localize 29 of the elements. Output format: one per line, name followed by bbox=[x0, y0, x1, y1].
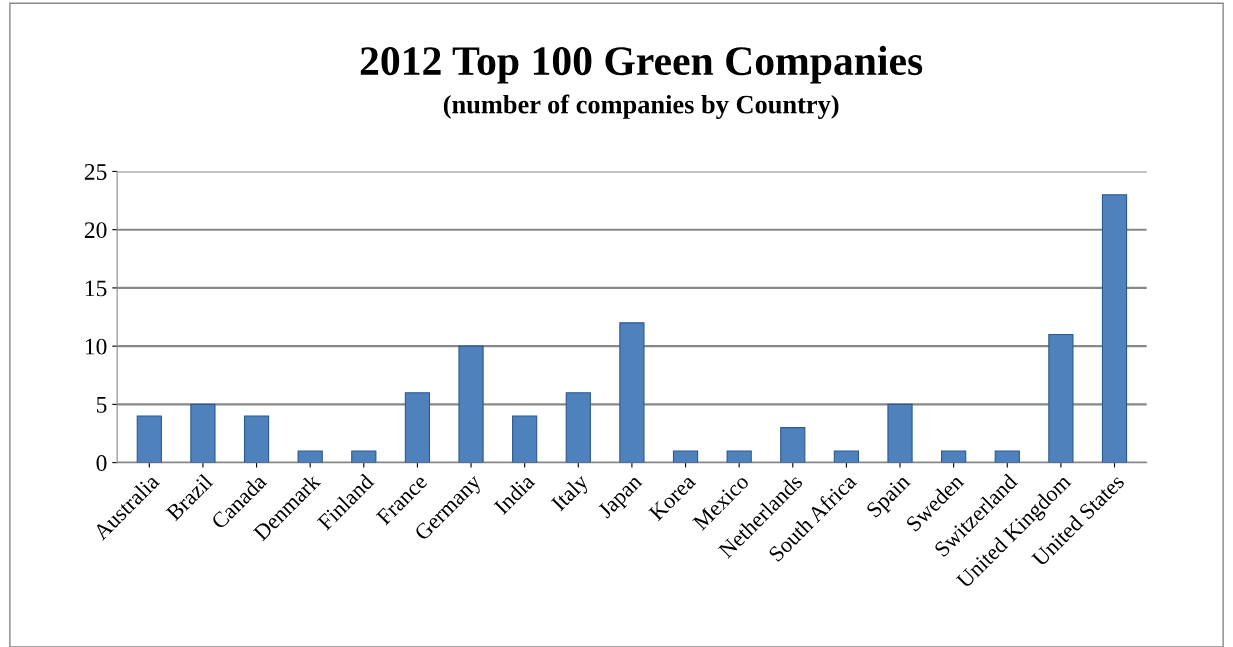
y-tick-label: 5 bbox=[96, 397, 107, 413]
bar bbox=[941, 450, 967, 463]
bar bbox=[1048, 333, 1074, 463]
bar bbox=[136, 415, 162, 463]
bar bbox=[833, 450, 860, 463]
bar bbox=[565, 392, 591, 463]
bar bbox=[404, 392, 431, 463]
bar bbox=[458, 345, 484, 463]
y-tick-label: 20 bbox=[84, 222, 107, 239]
bar bbox=[726, 450, 752, 463]
bar bbox=[243, 415, 270, 463]
bar bbox=[672, 450, 699, 463]
chart-subtitle: (number of companies by Country) bbox=[443, 94, 839, 119]
y-tick-label: 15 bbox=[85, 280, 107, 297]
bar bbox=[297, 450, 323, 463]
y-tick-label: 25 bbox=[84, 164, 107, 180]
bar bbox=[512, 415, 538, 463]
bar bbox=[994, 450, 1020, 463]
chart-title: 2012 Top 100 Green Companies bbox=[360, 45, 923, 84]
y-tick-label: 0 bbox=[96, 455, 107, 472]
bar bbox=[1101, 194, 1128, 463]
bar bbox=[619, 322, 645, 463]
y-tick-label: 10 bbox=[85, 338, 107, 355]
bar bbox=[887, 403, 913, 463]
bar bbox=[190, 403, 216, 463]
x-tick-label: India bbox=[492, 472, 536, 516]
x-tick-label: Italy bbox=[550, 472, 593, 515]
bar bbox=[780, 427, 806, 463]
bar bbox=[351, 450, 377, 463]
